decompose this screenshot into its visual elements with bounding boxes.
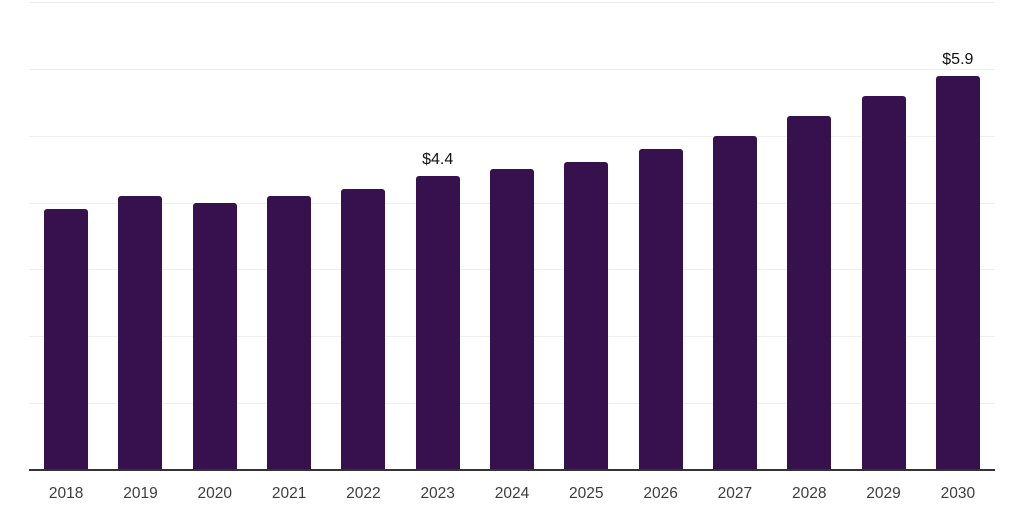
- bar-2028: [787, 115, 832, 470]
- x-tick-label-2030: 2030: [940, 485, 976, 502]
- plot-area: $4.4 $5.9: [29, 2, 995, 470]
- x-tick-label-2026: 2026: [643, 485, 678, 502]
- bar-2024: [490, 169, 534, 470]
- bar-2021: [267, 195, 312, 470]
- bar-2027: [712, 135, 757, 470]
- x-tick-label-2018: 2018: [48, 485, 84, 502]
- bar-2018: [44, 209, 89, 470]
- bar-2025: [564, 162, 609, 470]
- x-tick-label-2027: 2027: [717, 485, 753, 502]
- x-tick-label-2024: 2024: [494, 485, 530, 502]
- bar-2029: [861, 95, 906, 470]
- x-tick-label-2021: 2021: [271, 485, 307, 502]
- bar-2020: [192, 202, 237, 470]
- x-tick-label-2025: 2025: [569, 485, 604, 502]
- bar-2026: [638, 149, 683, 470]
- data-label-2030: $5.9: [942, 50, 974, 68]
- gridline: [29, 135, 995, 137]
- bar-2030: [935, 75, 980, 470]
- x-tick-label-2023: 2023: [420, 485, 455, 502]
- bar-2019: [118, 195, 163, 470]
- x-tick-label-2019: 2019: [123, 485, 158, 502]
- x-tick-label-2028: 2028: [791, 485, 827, 502]
- bar-2023: [415, 175, 460, 470]
- gridline: [29, 2, 995, 3]
- x-tick-label-2029: 2029: [866, 485, 901, 502]
- gridline: [29, 68, 995, 70]
- x-tick-label-2022: 2022: [346, 485, 381, 502]
- data-label-2023: $4.4: [422, 150, 454, 168]
- x-tick-label-2020: 2020: [197, 485, 232, 502]
- bar-2022: [341, 189, 386, 470]
- x-axis-line: [29, 469, 995, 471]
